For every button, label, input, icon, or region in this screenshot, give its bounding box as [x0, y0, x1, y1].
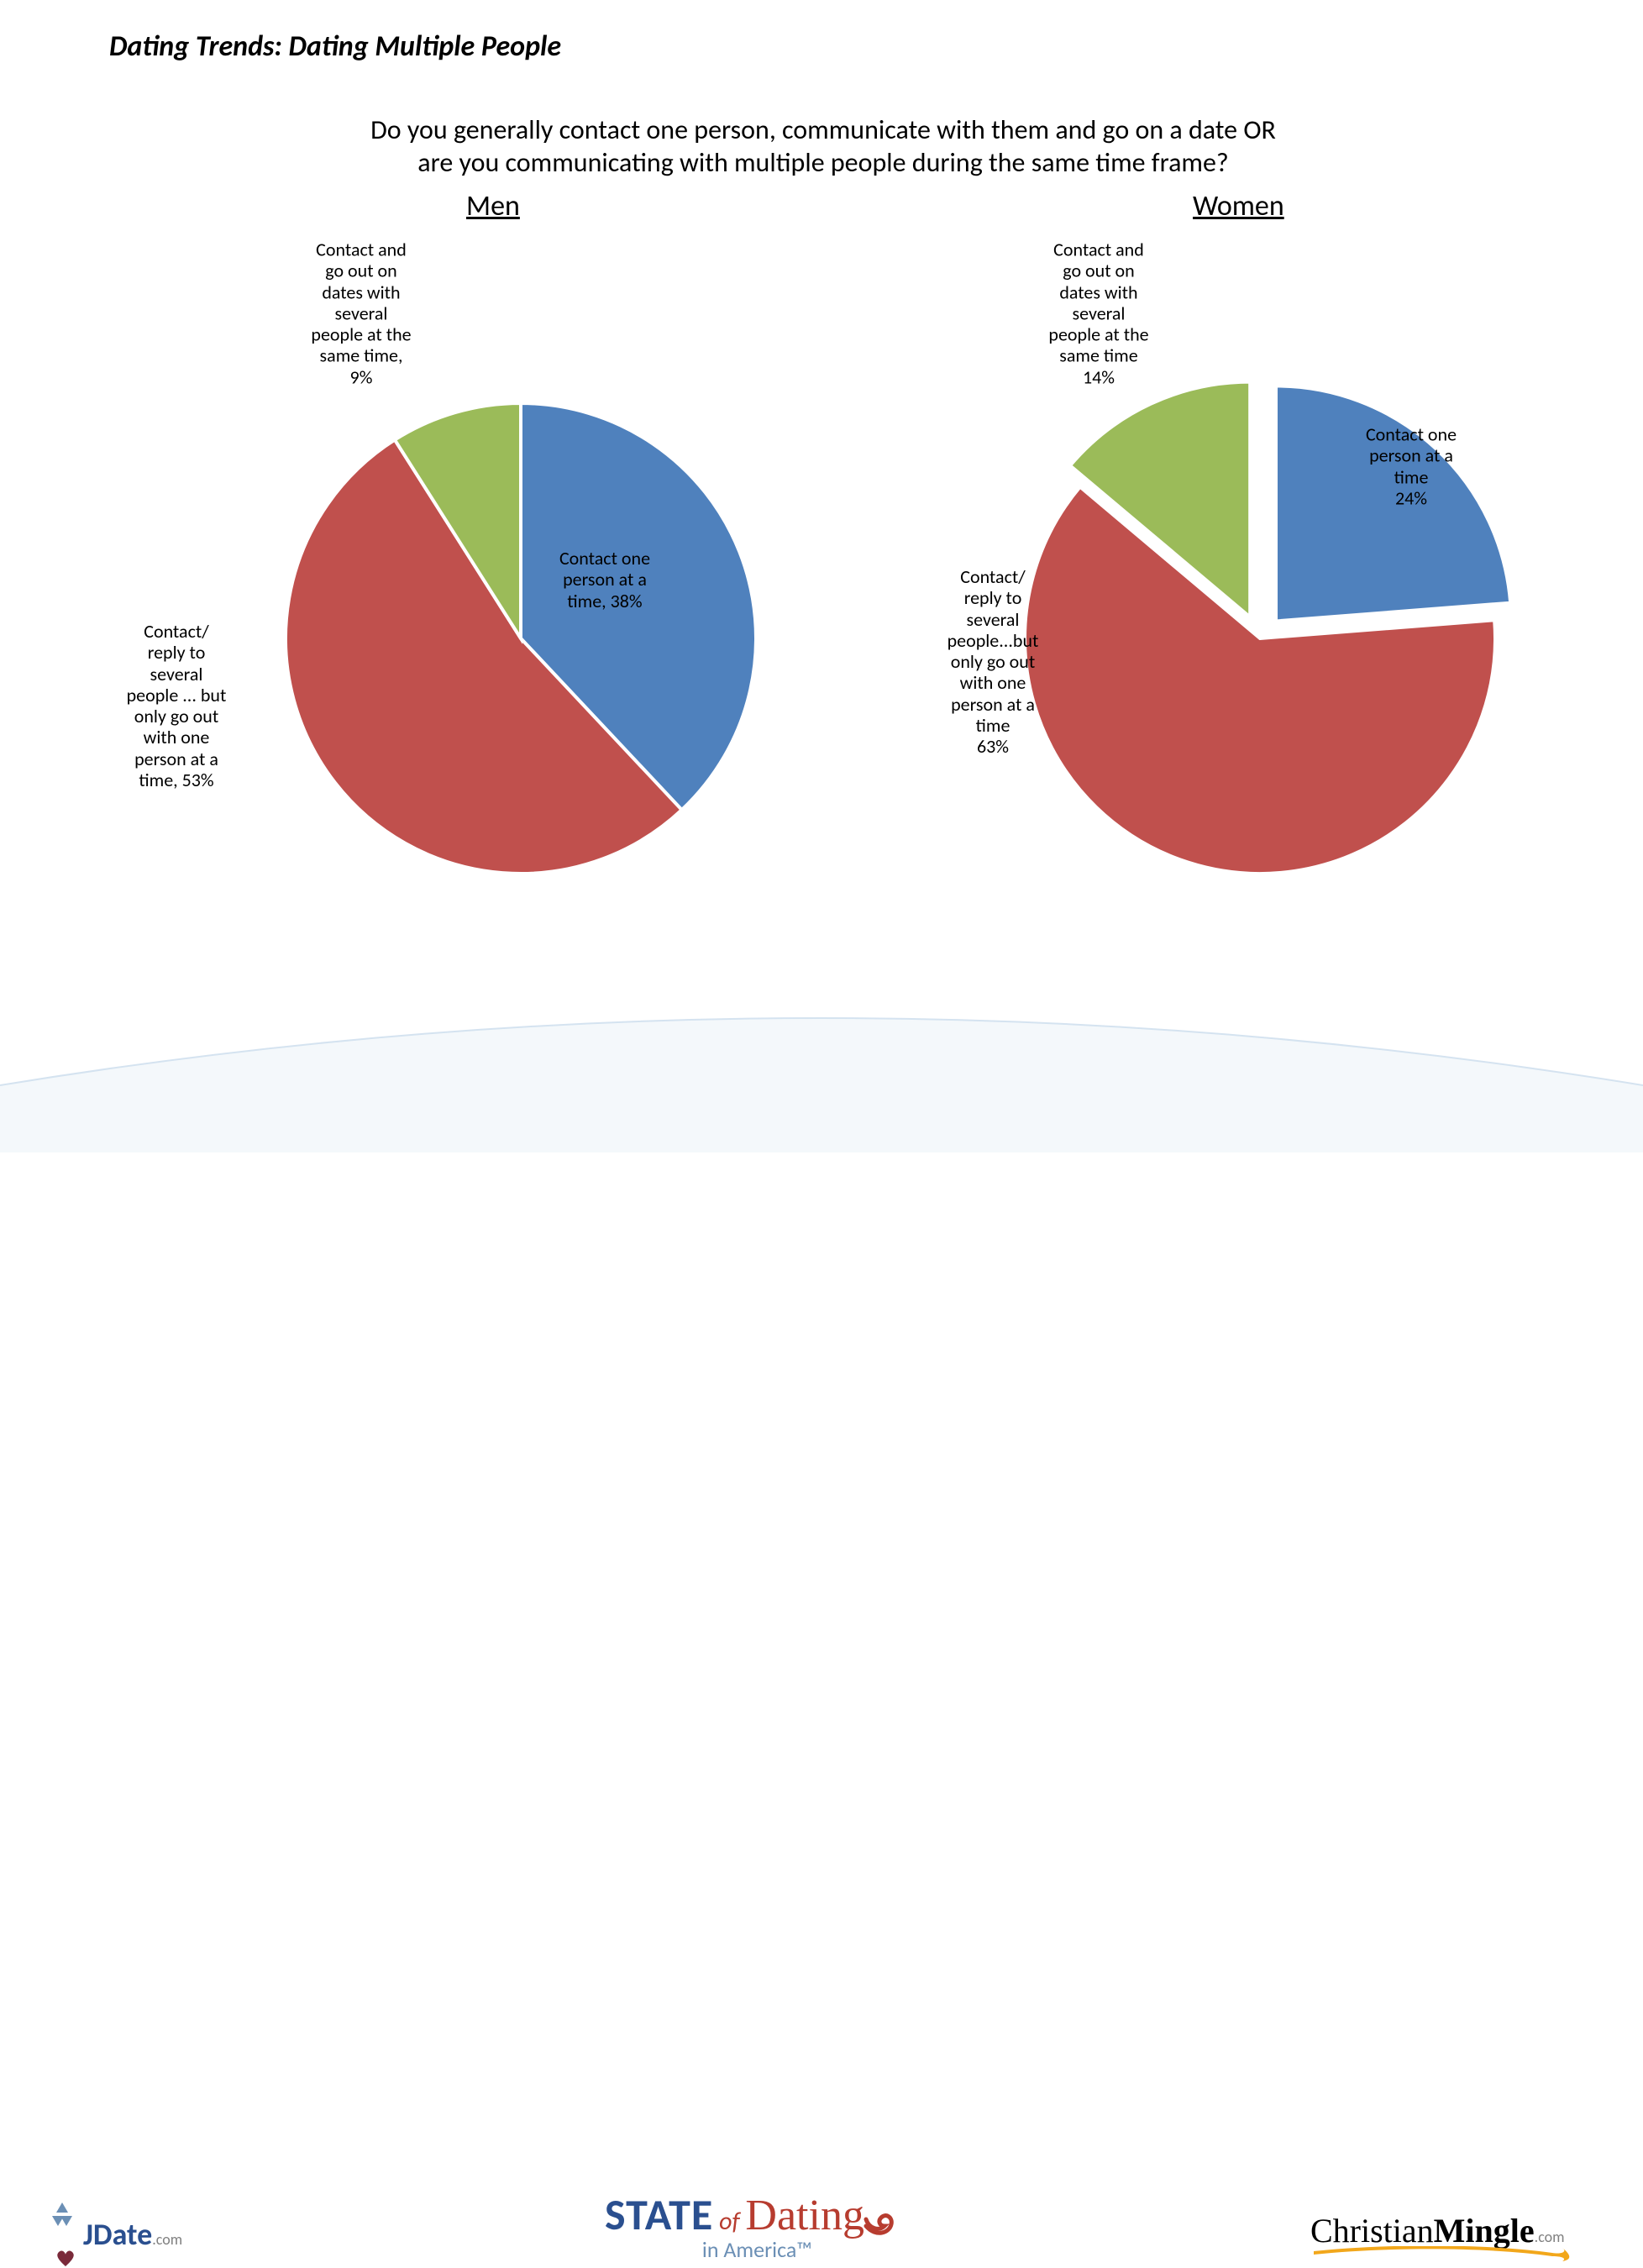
page-title: Dating Trends: Dating Multiple People — [109, 29, 561, 64]
logo-cm-christian: Christian — [1310, 2212, 1434, 2250]
logo-state-of-dating: STATE of Dating in America™ — [605, 2187, 910, 2263]
survey-question: Do you generally contact one person, com… — [202, 113, 1445, 179]
chart-header-men: Men — [466, 189, 520, 223]
slice-label-several_one: Contact/reply toseveralpeople ... butonl… — [109, 621, 244, 790]
logo-sod-state: STATE — [605, 2187, 713, 2241]
slice-label-one: Contact oneperson at atime24% — [1344, 423, 1478, 508]
slice-label-several_one: Contact/reply toseveralpeople...butonly … — [926, 566, 1060, 758]
slice-label-one: Contact oneperson at atime, 38% — [538, 548, 672, 612]
logo-sod-of: of — [713, 2206, 745, 2237]
fish-underline-icon — [1310, 2246, 1579, 2266]
logo-jdate-suffix: .com — [152, 2230, 182, 2249]
logo-sod-dating: Dating — [745, 2192, 864, 2239]
logo-jdate: JDate.com — [46, 2216, 182, 2253]
logo-cm-mingle: Mingle — [1434, 2212, 1535, 2250]
slice-label-several_multi: Contact andgo out ondates withseveralpeo… — [1031, 239, 1166, 387]
heart-swirl-icon — [861, 2201, 910, 2239]
question-line-2: are you communicating with multiple peop… — [202, 146, 1445, 179]
logo-christian-mingle: ChristianMingle.com — [1310, 2211, 1565, 2250]
logo-jdate-main: JDate — [83, 2216, 152, 2253]
logo-cm-suffix: .com — [1535, 2228, 1565, 2246]
question-line-1: Do you generally contact one person, com… — [202, 113, 1445, 146]
chart-header-women: Women — [1193, 189, 1284, 223]
pie-chart-men — [235, 353, 806, 924]
footer-arc — [0, 984, 1643, 1152]
jdate-star-icon — [41, 2201, 83, 2247]
heart-icon — [55, 2250, 76, 2268]
slice-label-several_multi: Contact andgo out ondates withseveralpeo… — [294, 239, 428, 387]
